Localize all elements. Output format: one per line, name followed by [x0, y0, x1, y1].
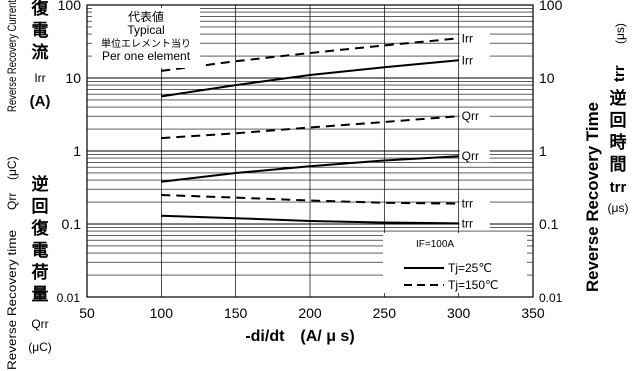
series-label-bg: [459, 109, 490, 123]
legend-condition: IF=100A: [416, 239, 454, 250]
series-label-irr-solid: Irr: [462, 53, 473, 67]
left-label-bottom-unit: (μC): [28, 340, 52, 354]
info-box-line-2: Typical: [127, 23, 164, 37]
series-line-irr-solid: [161, 59, 459, 98]
right-tick-label: 100: [539, 0, 563, 13]
left-label-top-sym: Irr: [34, 71, 45, 85]
left-tick-label: 0.01: [57, 291, 81, 305]
left-label-bottom-jp-5: 荷: [32, 262, 49, 282]
left-tick-label: 10: [65, 70, 81, 86]
left-label-bottom-jp-1: 逆: [32, 174, 49, 194]
series-labels: Irr Irr Qrr Qrr trr trr: [459, 31, 490, 230]
series-label-qrr-solid: Qrr: [462, 149, 479, 163]
series-label-trr-solid: trr: [462, 216, 473, 230]
left-tick-label: 100: [58, 0, 82, 13]
legend-box: [383, 233, 527, 293]
x-tick-labels: 50 100 150 200 250 300 350: [79, 305, 545, 321]
series-line-qrr-dashed: [161, 115, 459, 140]
series-label-qrr-dashed: Qrr: [462, 109, 479, 123]
series-label-irr-dashed: Irr: [462, 31, 473, 45]
series-label-bg: [459, 149, 490, 163]
left-tick-label: 0.1: [62, 216, 82, 232]
left-label-bottom-en: Reverse Recovery time: [5, 230, 19, 370]
series-layer: [161, 37, 459, 225]
left-label-bottom-sym2: Qrr: [31, 317, 48, 331]
right-label-jp-2: 回: [610, 111, 627, 130]
series-label-trr-dashed: trr: [462, 197, 473, 211]
info-box-line-3: 単位エレメント当り: [101, 37, 191, 50]
right-label-jp-3: 時: [610, 132, 627, 152]
plot-frame: [86, 4, 534, 298]
series-label-bg: [459, 216, 490, 230]
x-tick-label: 250: [373, 305, 397, 321]
left-label-bottom-jp-4: 電: [32, 241, 49, 260]
left-label-bottom-jp-6: 量: [32, 284, 49, 304]
x-tick-label: 50: [79, 305, 95, 321]
series-label-bg: [459, 196, 490, 210]
right-label-jp-4: 間: [610, 155, 627, 174]
legend-dashed-label: Tj=150℃: [448, 278, 499, 292]
right-tick-labels: 100 10 1 0.1 0.01: [539, 0, 563, 305]
left-label-bottom-unit-v: (μC): [5, 156, 19, 180]
legend-solid-label: Tj=25℃: [448, 261, 492, 275]
left-label-top-jp-2: 電: [32, 21, 49, 40]
right-label-top-sym: trr: [611, 65, 628, 82]
grid: [86, 5, 534, 298]
x-tick-label: 200: [298, 305, 322, 321]
x-tick-label: 150: [224, 305, 248, 321]
right-label-top-unit: (μs): [613, 23, 627, 44]
series-line-qrr-solid: [161, 155, 459, 183]
right-tick-label: 1: [539, 143, 547, 159]
left-label-bottom-jp-3: 復: [31, 218, 50, 238]
right-label-en: Reverse Recovery Time: [583, 102, 602, 292]
x-tick-label: 350: [521, 305, 545, 321]
left-label-top-jp-1: 復: [31, 0, 50, 18]
right-label-unit: (μs): [608, 201, 629, 215]
info-box: [92, 8, 200, 68]
info-box-line-1: 代表値: [128, 9, 164, 24]
x-axis-label: -di/dt (A/ μ s): [245, 328, 354, 345]
series-line-trr-solid: [161, 214, 459, 225]
left-label-top-en: Reverse Recovery Current: [5, 0, 19, 112]
left-label-bottom-sym: Qrr: [5, 193, 19, 210]
right-tick-label: 0.1: [539, 216, 559, 232]
right-label-jp-1: 逆: [610, 88, 627, 108]
series-label-bg: [459, 31, 490, 45]
left-label-top-unit: (A): [30, 93, 51, 110]
info-box-line-4: Per one element: [102, 49, 191, 63]
right-tick-label: 10: [539, 70, 555, 86]
right-tick-label: 0.01: [539, 291, 563, 305]
x-tick-label: 300: [447, 305, 471, 321]
x-tick-label: 100: [150, 305, 174, 321]
series-label-bg: [459, 53, 490, 67]
left-label-top-jp-3: 流: [32, 42, 49, 62]
left-label-bottom-jp-2: 回: [32, 197, 49, 216]
series-line-irr-dashed: [161, 37, 459, 72]
left-tick-label: 1: [73, 143, 81, 159]
left-tick-labels: 100 10 1 0.1 0.01: [57, 0, 82, 305]
series-line-trr-dashed: [161, 194, 459, 205]
right-label-sym: trr: [610, 179, 627, 196]
